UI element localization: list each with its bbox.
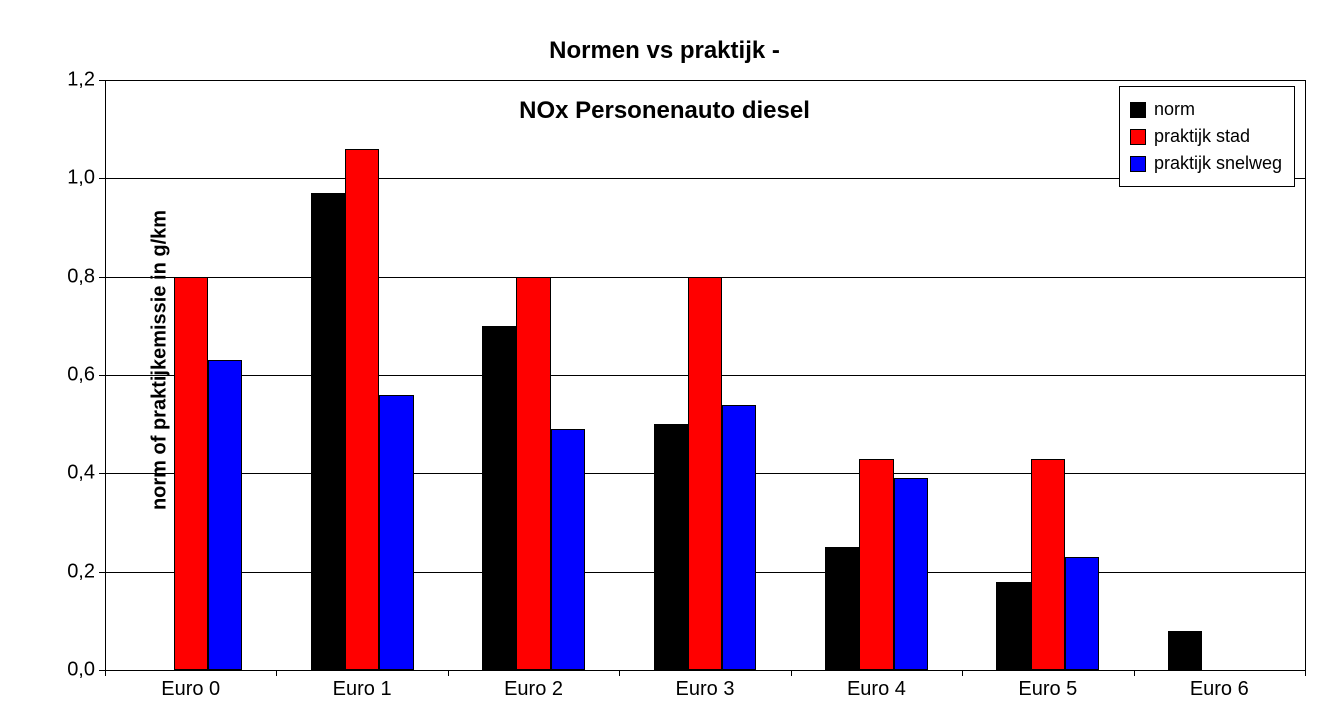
gridline xyxy=(105,80,1305,81)
y-tick-label: 0,2 xyxy=(67,560,105,583)
y-tick-label: 1,0 xyxy=(67,167,105,190)
legend-item-norm: norm xyxy=(1130,99,1282,120)
legend-label: norm xyxy=(1154,99,1195,120)
legend-label: praktijk snelweg xyxy=(1154,153,1282,174)
x-tick-mark xyxy=(962,670,963,676)
x-tick-label: Euro 3 xyxy=(676,670,735,701)
y-tick-label: 0,4 xyxy=(67,462,105,485)
bar-stad xyxy=(516,277,550,670)
chart-title-line1: Normen vs praktijk - xyxy=(549,37,780,64)
legend-item-snelweg: praktijk snelweg xyxy=(1130,153,1282,174)
bar-snelweg xyxy=(551,429,585,670)
x-tick-label: Euro 6 xyxy=(1190,670,1249,701)
x-tick-label: Euro 2 xyxy=(504,670,563,701)
y-tick-label: 0,8 xyxy=(67,265,105,288)
bar-stad xyxy=(859,459,893,670)
x-tick-mark xyxy=(276,670,277,676)
x-tick-mark xyxy=(619,670,620,676)
axis-border xyxy=(105,80,106,670)
chart-container: Normen vs praktijk - NOx Personenauto di… xyxy=(0,0,1329,720)
bar-norm xyxy=(996,582,1030,671)
bar-norm xyxy=(825,547,859,670)
y-tick-label: 0,6 xyxy=(67,364,105,387)
x-tick-mark xyxy=(1305,670,1306,676)
bar-norm xyxy=(311,193,345,670)
bar-stad xyxy=(174,277,208,670)
x-tick-label: Euro 1 xyxy=(333,670,392,701)
plot-area: Euro 0Euro 1Euro 2Euro 3Euro 4Euro 5Euro… xyxy=(105,80,1305,670)
bar-norm xyxy=(482,326,516,670)
legend-swatch xyxy=(1130,156,1146,172)
x-tick-label: Euro 0 xyxy=(161,670,220,701)
x-tick-mark xyxy=(1134,670,1135,676)
x-tick-mark xyxy=(448,670,449,676)
legend-item-stad: praktijk stad xyxy=(1130,126,1282,147)
bar-norm xyxy=(1168,631,1202,670)
x-tick-mark xyxy=(791,670,792,676)
x-tick-label: Euro 5 xyxy=(1018,670,1077,701)
bar-snelweg xyxy=(379,395,413,670)
bar-snelweg xyxy=(894,478,928,670)
y-tick-label: 0,0 xyxy=(67,659,105,682)
bar-snelweg xyxy=(1065,557,1099,670)
axis-border xyxy=(1305,80,1306,670)
x-tick-label: Euro 4 xyxy=(847,670,906,701)
legend-label: praktijk stad xyxy=(1154,126,1250,147)
legend-swatch xyxy=(1130,102,1146,118)
bar-stad xyxy=(688,277,722,670)
x-tick-mark xyxy=(105,670,106,676)
bar-snelweg xyxy=(722,405,756,671)
bar-stad xyxy=(1031,459,1065,670)
y-tick-label: 1,2 xyxy=(67,69,105,92)
legend-swatch xyxy=(1130,129,1146,145)
bar-snelweg xyxy=(208,360,242,670)
legend: norm praktijk stad praktijk snelweg xyxy=(1119,86,1295,187)
bar-stad xyxy=(345,149,379,670)
bar-norm xyxy=(654,424,688,670)
